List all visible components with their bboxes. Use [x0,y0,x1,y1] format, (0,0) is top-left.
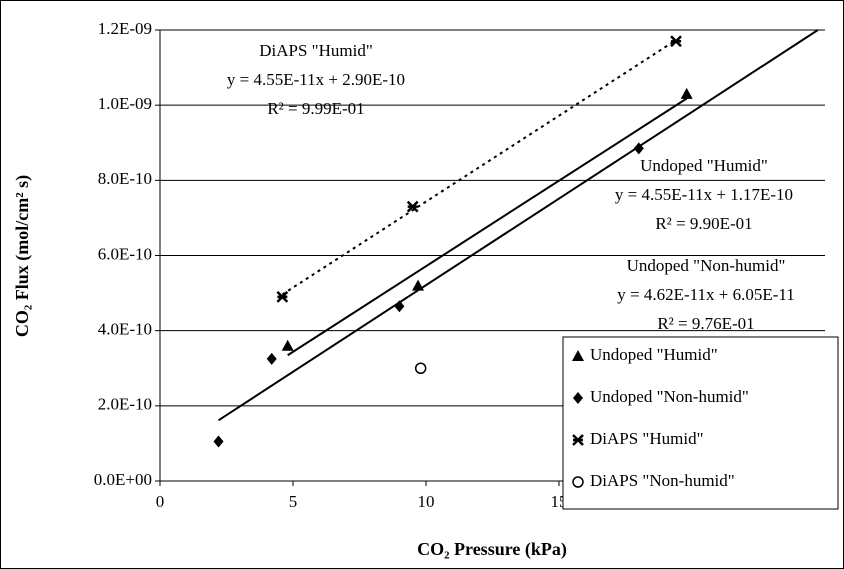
marker [276,290,289,303]
y-tick-label: 1.2E-09 [98,19,152,38]
y-axis-title: CO₂ Flux (mol/cm² s) [12,175,33,337]
annotation: R² = 9.99E-01 [267,99,364,118]
annotation: y = 4.62E-11x + 6.05E-11 [617,285,795,304]
y-tick-label: 6.0E-10 [98,244,152,263]
marker [414,362,427,374]
annotation: y = 4.55E-11x + 2.90E-10 [227,70,405,89]
legend-marker [572,350,584,361]
legend-box [562,336,839,510]
legend-label: Undoped "Humid" [590,345,718,364]
x-tick-label: 0 [156,492,165,511]
trendline [217,29,819,422]
annotation: R² = 9.76E-01 [657,314,754,333]
marker [213,435,224,448]
legend-label: Undoped "Non-humid" [590,387,749,406]
annotation: DiAPS "Humid" [259,41,373,60]
annotation: Undoped "Non-humid" [627,256,786,275]
x-tick-label: 10 [418,492,435,511]
legend-label: DiAPS "Non-humid" [590,471,735,490]
marker [670,35,682,48]
y-tick-label: 8.0E-10 [98,169,152,188]
marker [281,339,294,351]
trendline [281,39,677,296]
marker [406,200,419,213]
y-tick-label: 0.0E+00 [94,470,152,489]
legend-marker [572,476,584,488]
annotation: Undoped "Humid" [640,156,768,175]
annotation: R² = 9.90E-01 [655,214,752,233]
marker [680,87,693,99]
y-tick-label: 1.0E-09 [98,94,152,113]
marker [266,352,277,365]
x-tick-label: 5 [289,492,298,511]
marker [633,142,644,155]
annotation: y = 4.55E-11x + 1.17E-10 [615,185,793,204]
legend-label: DiAPS "Humid" [590,429,704,448]
trendline [287,97,688,357]
legend-marker [572,434,584,446]
y-tick-label: 2.0E-10 [98,395,152,414]
marker [394,300,405,313]
legend-marker [573,392,583,404]
y-tick-label: 4.0E-10 [98,320,152,339]
x-axis-title: CO₂ Pressure (kPa) [417,539,567,560]
marker [412,279,425,291]
